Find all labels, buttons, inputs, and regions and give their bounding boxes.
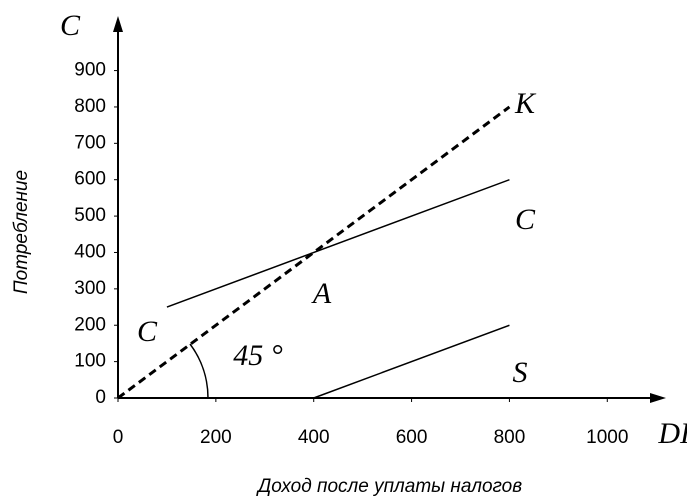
- annotation: 45 °: [233, 339, 283, 372]
- x-axis-label: Доход после уплаты налогов: [256, 476, 522, 497]
- series-line: [117, 105, 511, 400]
- series-label: C: [515, 203, 536, 236]
- y-tick-label: 100: [74, 351, 106, 372]
- y-tick-label: 700: [74, 132, 106, 153]
- y-tick-label: 500: [74, 205, 106, 226]
- annotation: A: [311, 277, 332, 310]
- x-tick-label: 600: [396, 427, 428, 448]
- y-tick-label: 200: [74, 314, 106, 335]
- y-tick-label: 300: [74, 278, 106, 299]
- y-axis-name: C: [60, 9, 81, 42]
- y-tick-label: 0: [95, 387, 106, 408]
- series-label: S: [513, 356, 528, 389]
- x-axis-name: DI: [657, 417, 687, 450]
- y-axis-label: Потребление: [11, 170, 32, 294]
- x-tick-label: 1000: [586, 427, 628, 448]
- x-tick-label: 0: [113, 427, 124, 448]
- angle-arc: [189, 343, 209, 399]
- x-axis-arrow: [650, 393, 666, 403]
- series-line: [166, 179, 510, 308]
- series-line: [313, 324, 510, 399]
- y-tick-label: 800: [74, 96, 106, 117]
- y-tick-label: 900: [74, 60, 106, 81]
- y-axis-arrow: [113, 16, 123, 32]
- series-label: K: [514, 87, 537, 120]
- x-tick-label: 200: [200, 427, 232, 448]
- x-tick-label: 800: [494, 427, 526, 448]
- y-tick-label: 400: [74, 241, 106, 262]
- y-tick-label: 600: [74, 169, 106, 190]
- x-tick-label: 400: [298, 427, 330, 448]
- annotation: C: [137, 315, 158, 348]
